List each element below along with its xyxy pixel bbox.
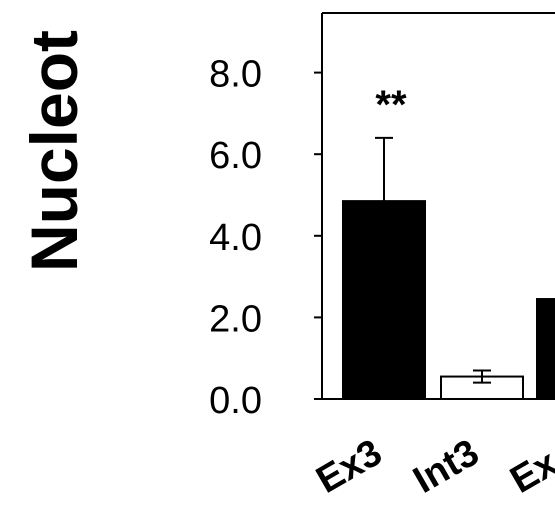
category-label-int3: Int3 — [407, 432, 487, 502]
significance-marker: ** — [375, 83, 407, 127]
y-tick-label: 4.0 — [209, 217, 262, 259]
bar-ex — [536, 298, 555, 401]
y-tick-label: 0.0 — [209, 380, 262, 422]
y-axis-ticks: 0.0 2.0 4.0 6.0 8.0 — [209, 54, 322, 422]
bar-ex3 — [342, 200, 426, 400]
bars: ** — [342, 83, 555, 401]
category-labels: Ex3 Int3 Ex — [310, 432, 555, 502]
category-label-ex3: Ex3 — [310, 432, 390, 502]
y-tick-label: 6.0 — [209, 135, 262, 177]
y-tick-label: 2.0 — [209, 298, 262, 340]
category-label-ex: Ex — [504, 442, 555, 502]
y-tick-label: 8.0 — [209, 54, 262, 96]
y-axis-label: Nucleot — [17, 30, 91, 272]
